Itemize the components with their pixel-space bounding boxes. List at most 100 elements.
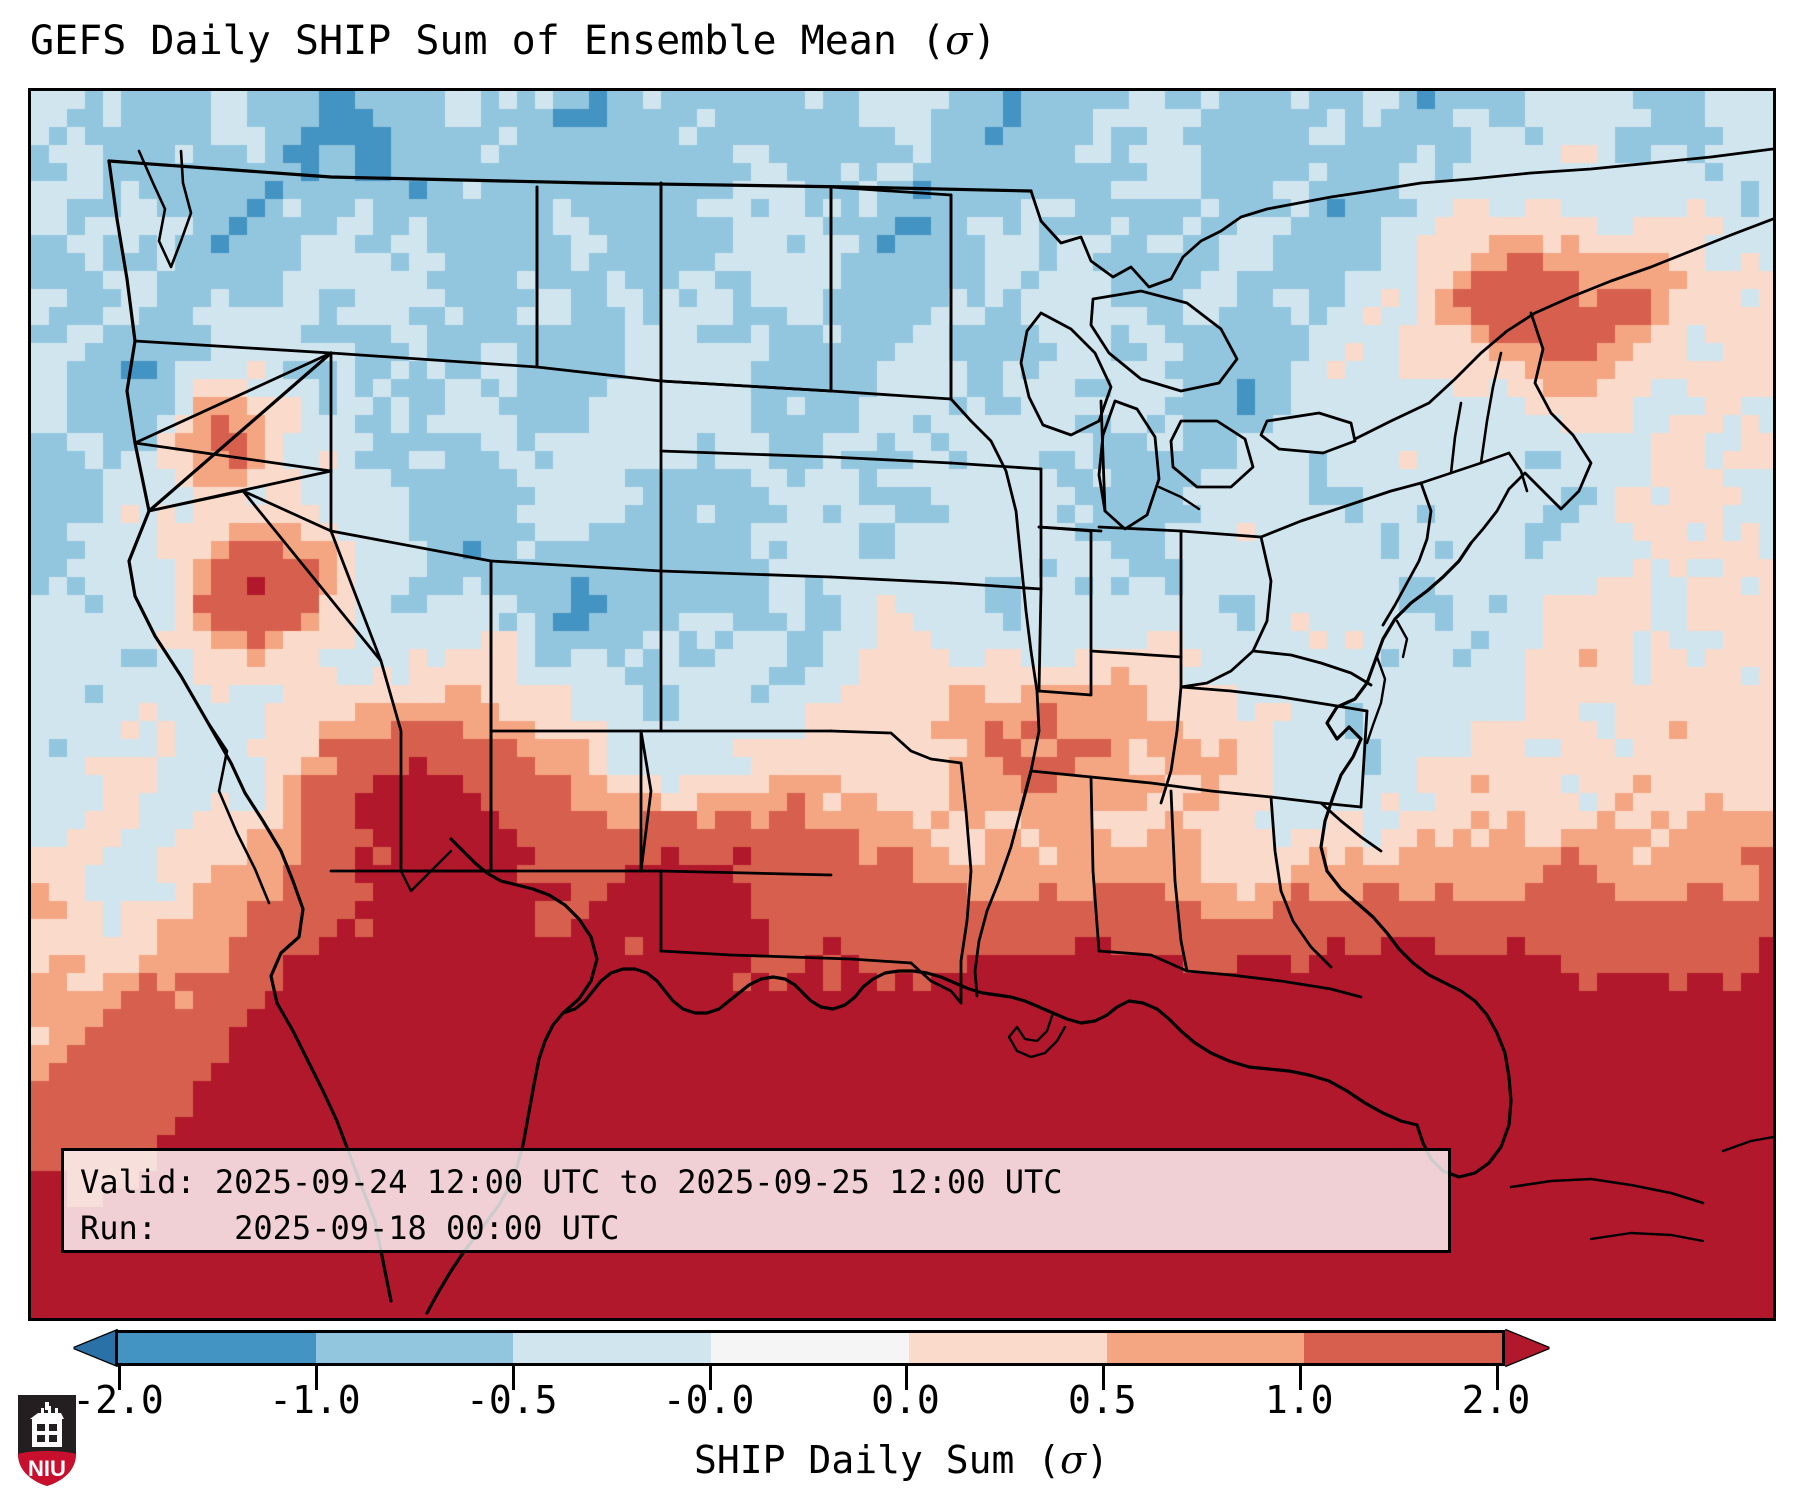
boundary-line	[329, 185, 539, 369]
colorbar-tick-label: 1.0	[1264, 1378, 1334, 1422]
boundary-line	[829, 185, 953, 197]
boundary-line	[659, 869, 833, 877]
boundary-line	[659, 949, 913, 965]
boundary-line	[1479, 351, 1503, 465]
boundary-line	[959, 761, 973, 1005]
colorbar-tick	[314, 1366, 318, 1390]
boundary-line	[1169, 789, 1189, 973]
boundary-line	[329, 529, 493, 873]
boundary-line	[137, 149, 193, 269]
colorbar-tick	[1299, 1366, 1303, 1390]
boundary-line	[1269, 795, 1333, 969]
boundary-line	[1469, 311, 1593, 545]
colorbar-band-2	[513, 1333, 712, 1363]
boundary-line	[133, 351, 333, 473]
boundary-line	[1179, 685, 1369, 713]
boundary-line	[399, 849, 453, 893]
boundary-line	[535, 181, 663, 383]
boundary-line	[1089, 289, 1239, 393]
boundary-line	[1359, 709, 1369, 809]
colorbar-band-6	[1304, 1333, 1503, 1363]
boundary-line	[1179, 529, 1263, 539]
boundary-line	[1259, 411, 1357, 455]
boundary-line	[1097, 949, 1189, 973]
colorbar-tick-label: 0.0	[871, 1378, 940, 1422]
niu-logo: NIU	[18, 1395, 76, 1486]
colorbar-band-1	[315, 1333, 514, 1363]
run-time-line: Run: 2025-09-18 00:00 UTC	[80, 1209, 620, 1247]
boundary-line	[1419, 451, 1511, 485]
boundary-line	[1019, 311, 1113, 437]
boundary-line	[1395, 619, 1409, 659]
boundary-line	[449, 837, 599, 1015]
boundary-line	[107, 159, 393, 1303]
ship-anomaly-heatmap	[31, 91, 1773, 1318]
colorbar-tick-label: 0.5	[1067, 1378, 1137, 1422]
boundary-line	[241, 489, 383, 663]
colorbar-tick-label: -0.0	[662, 1378, 755, 1422]
boundary-line	[1097, 399, 1161, 531]
colorbar-tick	[118, 1366, 121, 1390]
boundary-line	[1097, 525, 1183, 659]
boundary-line	[1019, 769, 1033, 811]
colorbar-tick	[1496, 1366, 1499, 1390]
colorbar-axis-label: SHIP Daily Sum (σ)	[694, 1438, 1109, 1482]
boundary-line	[659, 379, 833, 393]
colorbar-tick-label: -1.0	[269, 1378, 361, 1422]
boundary-line	[909, 961, 963, 1005]
boundary-line	[1507, 451, 1529, 493]
boundary-line	[1099, 399, 1107, 513]
boundary-line	[1721, 1135, 1773, 1153]
colorbar-ticks	[115, 1366, 1505, 1392]
boundary-line	[1259, 481, 1423, 539]
niu-logo-text: NIU	[28, 1456, 66, 1481]
boundary-line	[949, 461, 1043, 471]
boundary-line	[1251, 649, 1373, 687]
boundary-line	[1509, 1177, 1705, 1205]
boundary-line	[1089, 529, 1183, 659]
boundary-line	[1169, 419, 1255, 489]
boundary-line	[829, 193, 953, 401]
boundary-line	[1179, 535, 1273, 689]
boundary-line	[1319, 541, 1513, 1179]
valid-time-line: Valid: 2025-09-24 12:00 UTC to 2025-09-2…	[80, 1163, 1063, 1201]
boundary-line	[829, 575, 953, 585]
boundary-line	[133, 441, 333, 473]
boundary-line	[829, 729, 963, 765]
colorbar-tick-label: -0.5	[465, 1378, 558, 1422]
boundary-line	[133, 339, 333, 355]
colorbar-tick	[1102, 1366, 1106, 1390]
map-panel: Valid: 2025-09-24 12:00 UTC to 2025-09-2…	[28, 88, 1776, 1321]
colorbar-band-3	[711, 1333, 909, 1363]
colorbar-band-5	[1106, 1333, 1305, 1363]
boundary-line	[1089, 775, 1101, 953]
boundary-line	[949, 581, 1043, 591]
boundary-line	[659, 181, 833, 393]
colorbar-over-arrow	[1505, 1330, 1549, 1366]
boundary-line	[1185, 969, 1363, 999]
boundary-line	[1319, 801, 1383, 853]
boundary-line	[949, 397, 1041, 733]
boundary-line	[205, 719, 271, 905]
boundary-line	[659, 449, 833, 459]
geographic-boundaries	[107, 147, 1773, 1315]
boundary-line	[1029, 769, 1363, 809]
boundary-line	[329, 529, 383, 663]
boundary-line	[1037, 649, 1093, 697]
boundary-line	[1449, 401, 1463, 475]
valid-run-info-box: Valid: 2025-09-24 12:00 UTC to 2025-09-2…	[61, 1148, 1451, 1253]
colorbar-band-0	[118, 1333, 316, 1363]
boundary-line	[973, 729, 1041, 998]
boundary-line	[489, 559, 663, 733]
boundary-line	[107, 159, 1033, 193]
colorbar-tick	[905, 1366, 909, 1390]
boundary-line	[561, 967, 1419, 1127]
boundary-line	[1037, 525, 1103, 533]
boundary-line	[829, 455, 953, 465]
boundary-line	[659, 569, 833, 579]
boundary-line	[1037, 587, 1043, 693]
boundary-line	[1365, 655, 1387, 745]
boundary-line	[489, 729, 643, 873]
boundary-line	[639, 729, 653, 873]
